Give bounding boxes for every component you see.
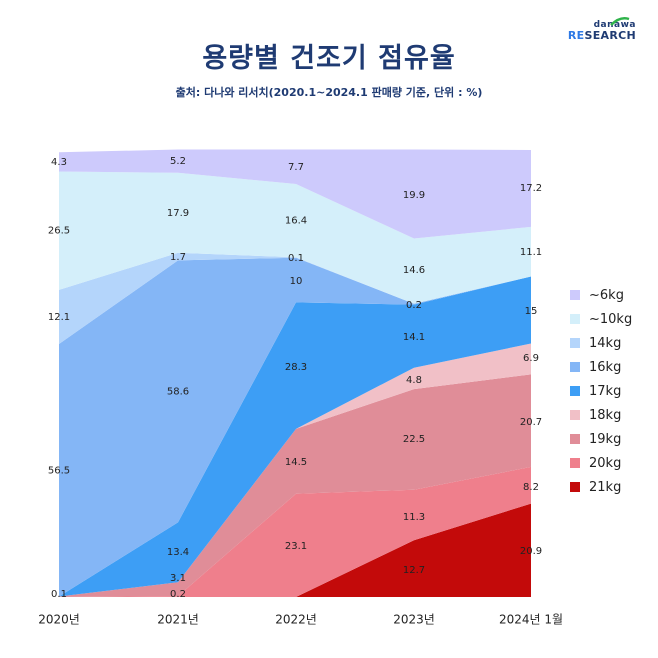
- area-21kg: [59, 503, 531, 597]
- logo-search: SEARCH: [584, 29, 636, 42]
- data-label: 17.2: [520, 183, 542, 194]
- legend-swatch: [570, 362, 580, 372]
- legend-label: 14kg: [589, 335, 622, 351]
- logo-re: RE: [567, 29, 585, 42]
- x-axis-labels: 2020년 2021년 2022년 2023년 2024년 1월: [38, 613, 563, 627]
- area-20kg: [59, 466, 531, 597]
- legend-label: 21kg: [589, 479, 622, 495]
- area-18kg: [59, 343, 531, 597]
- data-label: 14.1: [403, 332, 425, 343]
- data-label: 13.4: [167, 547, 189, 558]
- data-label: 1.7: [170, 252, 186, 263]
- data-label: 12.7: [403, 565, 425, 576]
- value-labels-group: 0.1 56.5 12.1 26.5 4.3 0.2 3.1 13.4 58.6 1.7 17.9 5…: [48, 156, 542, 600]
- data-label: 0.1: [288, 253, 304, 264]
- data-label: 19.9: [403, 190, 425, 201]
- legend-item: 17kg: [570, 379, 632, 403]
- legend-swatch: [570, 290, 580, 300]
- data-label: 56.5: [48, 465, 70, 476]
- legend-item: 20kg: [570, 451, 632, 475]
- area-series-group: [59, 149, 531, 597]
- legend-item: 18kg: [570, 403, 632, 427]
- area-under-10kg: [59, 171, 531, 304]
- area-17kg: [59, 276, 531, 597]
- data-label: 26.5: [48, 226, 70, 237]
- x-tick-label: 2024년 1월: [499, 613, 563, 627]
- logo-top-text: danawa: [593, 20, 636, 30]
- legend-swatch: [570, 338, 580, 348]
- data-label: 7.7: [288, 162, 304, 173]
- legend-swatch: [570, 482, 580, 492]
- x-tick-label: 2020년: [38, 613, 80, 627]
- area-under-6kg: [59, 149, 531, 239]
- legend-swatch: [570, 314, 580, 324]
- data-label: 11.3: [403, 512, 425, 523]
- data-label: 4.8: [406, 375, 422, 386]
- data-label: 14.5: [285, 457, 307, 468]
- data-label: 5.2: [170, 156, 186, 167]
- data-label: 14.6: [403, 265, 425, 276]
- data-label: 28.3: [285, 362, 307, 373]
- data-label: 20.7: [520, 417, 542, 428]
- data-label: 15: [525, 306, 538, 317]
- data-label: 6.9: [523, 353, 539, 364]
- legend-label: ~6kg: [589, 287, 624, 303]
- legend-label: ~10kg: [589, 311, 633, 327]
- legend: ~6kg ~10kg 14kg 16kg 17kg 18kg 19kg 20kg 21kg: [570, 283, 632, 499]
- logo-swoosh-icon: [610, 17, 630, 26]
- area-19kg: [59, 374, 531, 597]
- area-16kg: [59, 257, 531, 597]
- chart-subtitle: 출처: 다나와 리서치(2020.1~2024.1 판매량 기준, 단위 : %…: [175, 86, 483, 99]
- legend-item: 16kg: [570, 355, 632, 379]
- data-label: 10: [290, 276, 303, 287]
- data-label: 23.1: [285, 541, 307, 552]
- x-tick-label: 2021년: [157, 613, 199, 627]
- data-label: 16.4: [285, 216, 307, 227]
- legend-swatch: [570, 458, 580, 468]
- legend-item: 14kg: [570, 331, 632, 355]
- logo-main-text: RESEARCH: [568, 29, 636, 42]
- legend-label: 20kg: [589, 455, 622, 471]
- data-label: 8.2: [523, 482, 539, 493]
- chart-title: 용량별 건조기 점유율: [202, 43, 456, 74]
- danawa-research-logo: danawa RESEARCH: [568, 17, 636, 42]
- legend-label: 18kg: [589, 407, 622, 423]
- legend-swatch: [570, 386, 580, 396]
- legend-swatch: [570, 410, 580, 420]
- x-tick-label: 2022년: [275, 613, 317, 627]
- data-label: 58.6: [167, 386, 189, 397]
- data-label: 3.1: [170, 573, 186, 584]
- x-tick-label: 2023년: [393, 613, 435, 627]
- legend-label: 16kg: [589, 359, 622, 375]
- data-label: 17.9: [167, 208, 189, 219]
- data-label: 0.2: [406, 300, 422, 311]
- data-label: 20.9: [520, 546, 542, 557]
- legend-item: 19kg: [570, 427, 632, 451]
- legend-label: 17kg: [589, 383, 622, 399]
- legend-label: 19kg: [589, 431, 622, 447]
- data-label: 12.1: [48, 312, 70, 323]
- legend-item: 21kg: [570, 475, 632, 499]
- data-label: 0.1: [51, 589, 67, 600]
- data-label: 11.1: [520, 247, 542, 258]
- legend-item: ~10kg: [570, 307, 632, 331]
- data-label: 0.2: [170, 589, 186, 600]
- legend-item: ~6kg: [570, 283, 632, 307]
- data-label: 22.5: [403, 434, 425, 445]
- data-label: 4.3: [51, 157, 67, 168]
- legend-swatch: [570, 434, 580, 444]
